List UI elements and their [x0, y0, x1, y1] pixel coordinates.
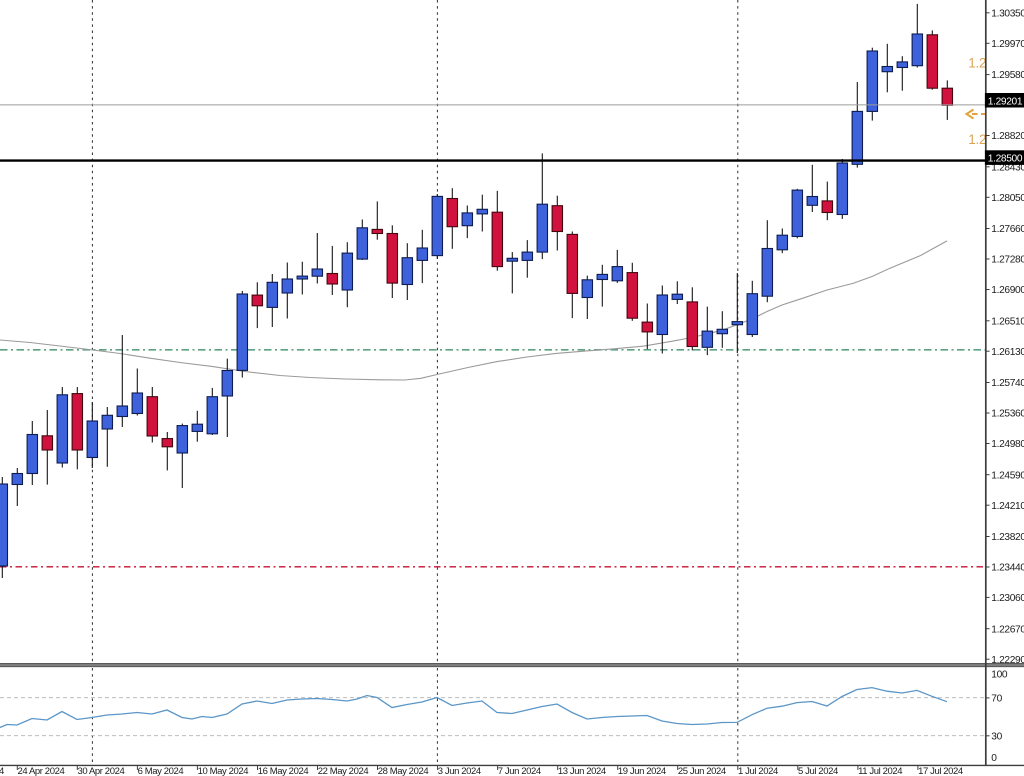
- svg-text:1.28430: 1.28430: [991, 162, 1024, 173]
- svg-text:30: 30: [991, 731, 1002, 742]
- svg-text:17 Jul 2024: 17 Jul 2024: [918, 766, 963, 776]
- svg-text:7 Jun 2024: 7 Jun 2024: [498, 766, 541, 776]
- svg-text:30 Apr 2024: 30 Apr 2024: [78, 766, 125, 776]
- svg-text:13 Jun 2024: 13 Jun 2024: [558, 766, 606, 776]
- svg-text:10 May 2024: 10 May 2024: [198, 766, 249, 776]
- svg-text:18 Apr 2024: 18 Apr 2024: [0, 766, 4, 776]
- svg-text:1.25360: 1.25360: [991, 409, 1024, 420]
- svg-text:3 Jun 2024: 3 Jun 2024: [438, 766, 481, 776]
- svg-text:1.23060: 1.23060: [991, 593, 1024, 604]
- svg-text:1.2950: 1.2950: [968, 56, 1008, 71]
- svg-text:1.26900: 1.26900: [991, 285, 1024, 296]
- svg-text:0: 0: [991, 753, 997, 764]
- svg-text:100: 100: [991, 670, 1008, 681]
- svg-text:1 Jul 2024: 1 Jul 2024: [738, 766, 778, 776]
- svg-text:1.2865: 1.2865: [968, 132, 1008, 147]
- svg-text:19 Jun 2024: 19 Jun 2024: [618, 766, 666, 776]
- svg-text:11 Jul 2024: 11 Jul 2024: [858, 766, 902, 776]
- svg-text:1.22670: 1.22670: [991, 624, 1024, 635]
- svg-text:1.28500: 1.28500: [988, 154, 1023, 165]
- svg-text:6 May 2024: 6 May 2024: [138, 766, 184, 776]
- svg-text:1.26130: 1.26130: [991, 347, 1024, 358]
- svg-text:1.22290: 1.22290: [991, 655, 1024, 666]
- svg-text:1.28820: 1.28820: [991, 131, 1024, 142]
- svg-text:70: 70: [991, 694, 1002, 705]
- svg-text:1.27660: 1.27660: [991, 224, 1024, 235]
- svg-text:1.24980: 1.24980: [991, 439, 1024, 450]
- svg-text:1.27280: 1.27280: [991, 255, 1024, 266]
- svg-text:1.24210: 1.24210: [991, 501, 1024, 512]
- svg-text:1.26510: 1.26510: [991, 316, 1024, 327]
- svg-text:28 May 2024: 28 May 2024: [378, 766, 429, 776]
- svg-text:25 Jun 2024: 25 Jun 2024: [678, 766, 726, 776]
- svg-text:1.29970: 1.29970: [991, 39, 1024, 50]
- svg-text:1.23440: 1.23440: [991, 563, 1024, 574]
- svg-text:1.24590: 1.24590: [991, 470, 1024, 481]
- svg-text:1.29201: 1.29201: [988, 96, 1023, 107]
- svg-text:1.30350: 1.30350: [991, 8, 1024, 19]
- svg-text:16 May 2024: 16 May 2024: [258, 766, 309, 776]
- svg-text:5 Jul 2024: 5 Jul 2024: [798, 766, 838, 776]
- svg-text:24 Apr 2024: 24 Apr 2024: [18, 766, 65, 776]
- svg-text:1.25740: 1.25740: [991, 378, 1024, 389]
- svg-text:1.23820: 1.23820: [991, 532, 1024, 543]
- svg-text:1.28050: 1.28050: [991, 193, 1024, 204]
- svg-text:1.29580: 1.29580: [991, 70, 1024, 81]
- svg-text:22 May 2024: 22 May 2024: [318, 766, 369, 776]
